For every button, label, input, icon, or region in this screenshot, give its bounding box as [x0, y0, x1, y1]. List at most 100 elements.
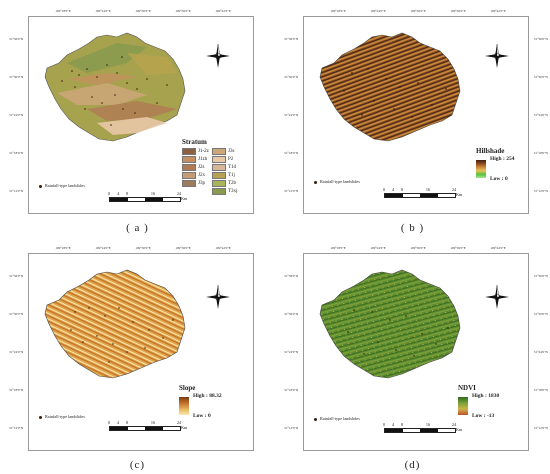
stratum-legend-item: J3p — [182, 180, 212, 187]
stratum-label: T3xj — [228, 189, 238, 194]
lat-tick: 31°36'0"N — [533, 37, 548, 41]
lat-tick: 31°24'0"N — [284, 113, 299, 117]
lat-tick: 31°18'0"N — [9, 151, 24, 155]
lat-tick: 31°30'0"N — [533, 75, 548, 79]
stratum-label: T1j — [228, 173, 235, 178]
stratum-swatch — [212, 188, 226, 195]
map-frame: 109°18'0"E 109°24'0"E 109°30'0"E 109°36'… — [284, 246, 548, 451]
lon-tick: 109°42'0"E — [490, 9, 506, 13]
panel-c-slope: 109°18'0"E 109°24'0"E 109°30'0"E 109°36'… — [0, 237, 275, 474]
lat-tick: 31°36'0"N — [284, 37, 299, 41]
panel-b-hillshade: 109°18'0"E 109°24'0"E 109°30'0"E 109°36'… — [275, 0, 550, 237]
stratum-legend-item — [182, 188, 212, 195]
lon-tick: 109°18'0"E — [330, 246, 346, 250]
lat-tick: 31°30'0"N — [9, 312, 24, 316]
lat-tick: 31°12'0"N — [533, 426, 548, 430]
stratum-label: J2s — [198, 165, 205, 170]
lon-tick: 109°42'0"E — [215, 246, 231, 250]
lat-tick: 31°30'0"N — [533, 312, 548, 316]
stratum-swatch — [212, 180, 226, 187]
landslide-point-icon — [314, 180, 317, 184]
lon-tick: 109°24'0"E — [95, 246, 111, 250]
landslide-legend: Rainfall-type landslides — [314, 416, 360, 421]
scale-bar: 0 4 8 16 24 Km — [382, 422, 463, 433]
map-frame: 109°18'0"E 109°24'0"E 109°30'0"E 109°36'… — [9, 9, 254, 214]
lon-tick: 109°18'0"E — [55, 9, 71, 13]
legend-title: Stratum — [182, 138, 207, 146]
lat-tick: 31°18'0"N — [533, 388, 548, 392]
lat-tick: 31°30'0"N — [284, 75, 299, 79]
lon-tick: 109°36'0"E — [175, 246, 191, 250]
stratum-map — [44, 32, 186, 142]
lon-tick: 109°42'0"E — [215, 9, 231, 13]
stratum-label: P2 — [228, 157, 234, 162]
stratum-label: J1zh — [198, 157, 208, 162]
lat-tick: 31°18'0"N — [9, 388, 24, 392]
lat-tick: 31°36'0"N — [284, 274, 299, 278]
stratum-label: T2b — [228, 181, 237, 186]
stratum-swatch — [212, 148, 226, 155]
stratum-legend-item: P2 — [212, 156, 238, 163]
lat-tick: 31°24'0"N — [533, 350, 548, 354]
lat-tick: 31°36'0"N — [9, 37, 24, 41]
lat-tick: 31°12'0"N — [284, 189, 299, 193]
scale-bar: 0 4 8 16 24 Km — [107, 191, 188, 202]
lat-tick: 31°12'0"N — [284, 426, 299, 430]
lon-tick: 109°30'0"E — [135, 246, 151, 250]
stratum-label: J1-2z — [198, 149, 209, 154]
legend-high: High : 254 — [490, 156, 515, 162]
stratum-swatch — [212, 156, 226, 163]
lon-tick: 109°18'0"E — [330, 9, 346, 13]
lat-tick: 31°30'0"N — [9, 75, 24, 79]
stratum-legend: Stratum J1-2z J3s J1zh P2 J2s T1d J2x T1j J3p T2b… — [182, 138, 238, 195]
scale-bar: 0 4 8 16 24 Km — [107, 420, 188, 431]
stratum-swatch — [182, 180, 196, 187]
legend-title: Hillshade — [476, 147, 505, 155]
hillshade-legend: Hillshade High : 254 Low : 0 — [476, 147, 514, 182]
map-frame: 109°18'0"E 109°24'0"E 109°30'0"E 109°36'… — [284, 9, 548, 214]
stratum-legend-item: T1d — [212, 164, 238, 171]
stratum-label: J3p — [198, 181, 205, 186]
lat-tick: 31°12'0"N — [9, 189, 24, 193]
panel-label: (c) — [129, 459, 146, 471]
lat-tick: 31°36'0"N — [533, 274, 548, 278]
slope-map — [44, 269, 186, 379]
legend-low: Low : -13 — [472, 413, 495, 419]
stratum-legend-item: J3s — [212, 148, 238, 155]
lon-tick: 109°30'0"E — [410, 246, 426, 250]
panel-d-ndvi: 109°18'0"E 109°24'0"E 109°30'0"E 109°36'… — [275, 237, 550, 474]
lon-tick: 109°24'0"E — [370, 9, 386, 13]
color-ramp — [476, 160, 486, 178]
lat-tick: 31°18'0"N — [533, 151, 548, 155]
legend-low: Low : 0 — [490, 176, 508, 182]
color-ramp — [179, 397, 189, 415]
stratum-swatch — [182, 148, 196, 155]
lat-tick: 31°18'0"N — [284, 151, 299, 155]
landslide-legend: Rainfall-type landslides — [314, 179, 360, 184]
lon-tick: 109°36'0"E — [450, 9, 466, 13]
landslide-point-icon — [39, 184, 42, 188]
lon-tick: 109°24'0"E — [95, 9, 111, 13]
landslide-legend: Rainfall-type landslides — [39, 414, 85, 419]
lat-tick: 31°18'0"N — [284, 388, 299, 392]
legend-high: High : 88.32 — [193, 393, 222, 399]
lon-tick: 109°42'0"E — [490, 246, 506, 250]
stratum-swatch — [212, 164, 226, 171]
lon-tick: 109°30'0"E — [135, 9, 151, 13]
stratum-swatch — [212, 172, 226, 179]
stratum-legend-item: T1j — [212, 172, 238, 179]
landslide-point-icon — [39, 415, 42, 419]
stratum-label: J2x — [198, 173, 205, 178]
panel-label: (d) — [404, 459, 421, 471]
map-frame: 109°18'0"E 109°24'0"E 109°30'0"E 109°36'… — [9, 246, 254, 451]
stratum-label: J3s — [228, 149, 235, 154]
north-arrow-icon — [485, 43, 509, 68]
lon-tick: 109°24'0"E — [370, 246, 386, 250]
stratum-label: T1d — [228, 165, 237, 170]
scale-bar: 0 4 8 16 24 Km — [382, 187, 463, 198]
lat-tick: 31°30'0"N — [284, 312, 299, 316]
lon-tick: 109°30'0"E — [410, 9, 426, 13]
stratum-legend-item: J2x — [182, 172, 212, 179]
lon-tick: 109°36'0"E — [450, 246, 466, 250]
lat-tick: 31°24'0"N — [284, 350, 299, 354]
